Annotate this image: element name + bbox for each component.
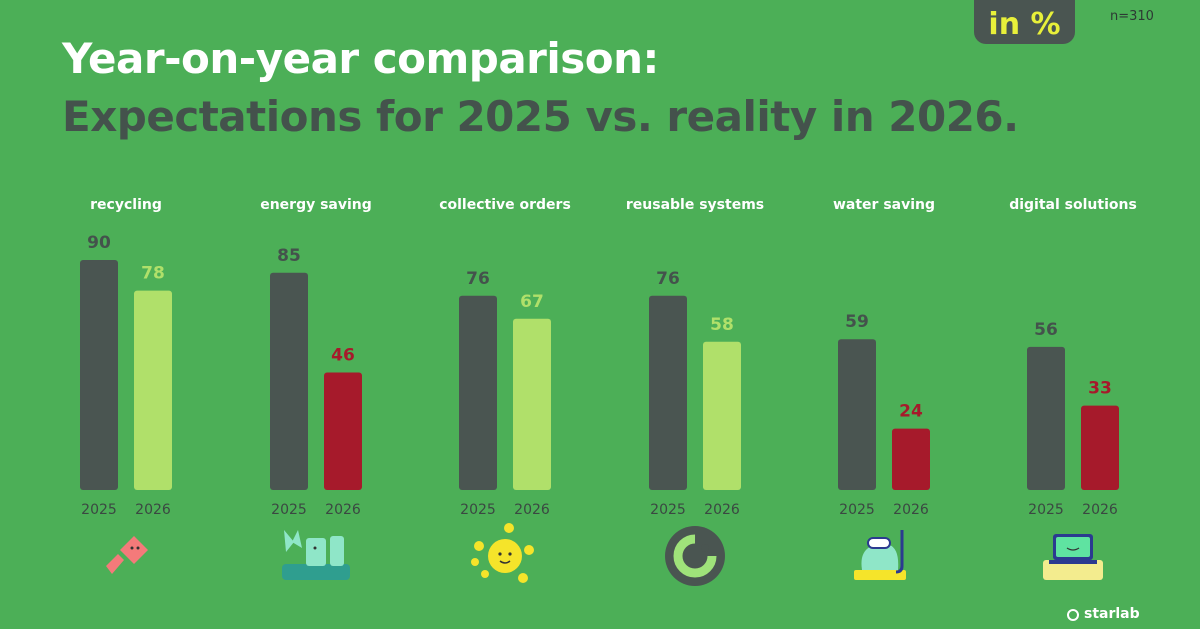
brand-logo-icon [1067,609,1079,621]
bar-2026 [892,428,930,490]
bar-2026 [1081,405,1119,490]
year-label: 2025 [1028,502,1064,518]
year-label: 2025 [460,502,496,518]
collective-orders-icon [471,523,534,583]
value-label-2025: 76 [466,269,490,289]
category-label: water saving [833,197,935,213]
year-label: 2026 [135,502,171,518]
value-label-2025: 76 [656,269,680,289]
year-label: 2025 [81,502,117,518]
year-label: 2026 [704,502,740,518]
bar-2025 [649,295,687,490]
value-label-2026: 46 [331,345,355,365]
value-label-2026: 78 [141,264,165,284]
value-label-2025: 85 [277,246,301,266]
category-label: recycling [90,197,162,213]
energy-saving-icon [282,530,350,580]
brand-name: starlab [1084,606,1140,622]
reusable-systems-icon [665,526,725,586]
bar-2026 [324,372,362,490]
year-label: 2026 [893,502,929,518]
value-label-2025: 90 [87,233,111,253]
year-label: 2026 [1082,502,1118,518]
bar-2025 [838,339,876,490]
water-saving-icon [854,530,906,580]
value-label-2025: 59 [845,312,869,332]
chart-title-line2: Expectations for 2025 vs. reality in 202… [62,92,1019,141]
category-label: reusable systems [626,197,764,213]
digital-solutions-icon [1043,534,1103,580]
value-label-2025: 56 [1034,320,1058,340]
bar-2026 [513,318,551,490]
year-label: 2025 [271,502,307,518]
bar-2025 [1027,346,1065,490]
value-label-2026: 24 [899,402,923,422]
category-label: collective orders [439,197,571,213]
year-label: 2026 [325,502,361,518]
unit-badge-text: in % [988,7,1061,42]
bar-2026 [703,341,741,490]
bar-2026 [134,290,172,490]
bar-2025 [270,272,308,490]
value-label-2026: 58 [710,315,734,335]
bar-2025 [80,260,118,490]
value-label-2026: 67 [520,292,544,312]
category-label: digital solutions [1009,197,1137,213]
year-label: 2026 [514,502,550,518]
year-label: 2025 [839,502,875,518]
year-label: 2025 [650,502,686,518]
bar-2025 [459,295,497,490]
unit-badge: in % [974,0,1075,44]
chart-title-line1: Year-on-year comparison: [62,34,659,83]
recycling-icon [106,536,148,574]
category-label: energy saving [260,197,372,213]
sample-size-label: n=310 [1110,9,1154,24]
value-label-2026: 33 [1088,379,1112,399]
